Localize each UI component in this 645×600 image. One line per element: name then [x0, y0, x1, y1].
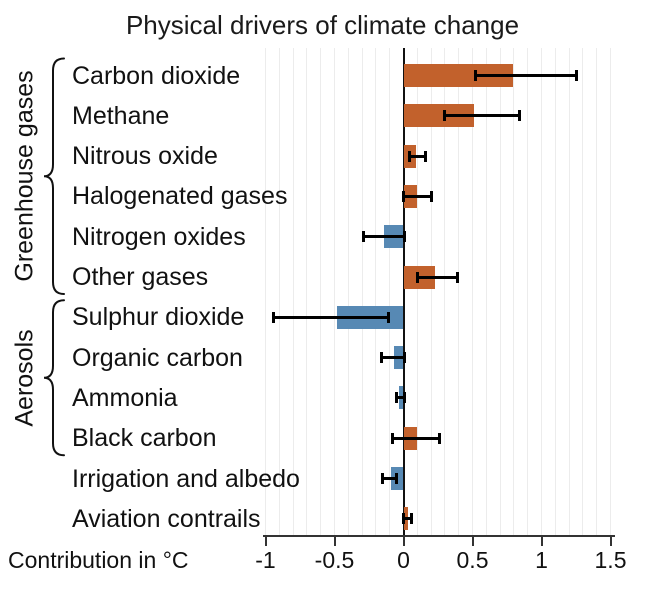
gridline	[306, 48, 308, 535]
error-cap-low-organic-carbon	[379, 352, 383, 364]
group-brace-greenhouse-gases	[43, 57, 65, 295]
row-label-other-gases: Other gases	[72, 263, 209, 291]
error-bar-ammonia	[396, 396, 405, 400]
row-label-methane: Methane	[72, 101, 170, 130]
x-tick	[471, 537, 474, 546]
error-cap-high-carbon-dioxide	[574, 70, 578, 81]
error-bar-carbon-dioxide	[475, 74, 576, 77]
gridline	[292, 48, 294, 535]
error-cap-low-sulphur-dioxide	[272, 311, 276, 323]
row-label-nitrous-oxide: Nitrous oxide	[72, 142, 218, 171]
error-cap-high-irrigation-and-albedo	[395, 473, 399, 484]
group-label-aerosols: Aerosols	[10, 329, 39, 427]
row-label-organic-carbon: Organic carbon	[72, 343, 243, 372]
x-tick	[264, 537, 267, 546]
row-label-ammonia: Ammonia	[72, 383, 178, 412]
chart-title: Physical drivers of climate change	[125, 10, 520, 40]
error-bar-nitrogen-oxides	[363, 235, 405, 239]
error-bar-irrigation-and-albedo	[382, 477, 397, 480]
error-cap-low-ammonia	[395, 392, 399, 404]
error-bar-sulphur-dioxide	[273, 315, 389, 319]
gridline	[554, 48, 556, 535]
x-tick-label: -1	[255, 547, 276, 573]
group-label-greenhouse-gases: Greenhouse gases	[10, 70, 39, 282]
group-brace-aerosols	[43, 299, 65, 457]
error-cap-low-other-gases	[415, 271, 419, 283]
error-cap-low-halogenated-gases	[402, 190, 405, 202]
gridline	[527, 48, 529, 535]
error-cap-high-aviation-contrails	[410, 513, 414, 525]
gridline	[472, 48, 473, 535]
gridline	[458, 48, 460, 535]
gridline	[582, 48, 584, 535]
x-tick-label: 0	[397, 547, 410, 573]
error-bar-other-gases	[417, 275, 458, 279]
x-tick	[609, 537, 612, 546]
error-cap-low-nitrogen-oxides	[361, 231, 365, 243]
error-cap-low-carbon-dioxide	[473, 70, 477, 81]
error-bar-nitrous-oxide	[409, 154, 426, 158]
error-cap-high-nitrogen-oxides	[403, 231, 407, 243]
row-label-nitrogen-oxides: Nitrogen oxides	[72, 222, 246, 251]
x-tick-label: 1.5	[594, 547, 627, 573]
x-tick	[540, 537, 543, 546]
gridline	[513, 48, 515, 535]
x-tick-label: 1	[535, 547, 548, 573]
gridline	[265, 48, 266, 535]
row-label-halogenated-gases: Halogenated gases	[72, 182, 288, 211]
error-bar-halogenated-gases	[403, 194, 432, 198]
row-label-black-carbon: Black carbon	[72, 424, 217, 453]
gridline	[320, 48, 322, 535]
x-tick-label: -0.5	[314, 547, 355, 573]
error-cap-high-halogenated-gases	[429, 190, 433, 202]
error-cap-high-ammonia	[403, 392, 407, 404]
gridline	[596, 48, 598, 535]
x-tick	[402, 537, 405, 546]
row-label-carbon-dioxide: Carbon dioxide	[72, 61, 241, 90]
row-label-aviation-contrails: Aviation contrails	[72, 504, 261, 533]
gridline	[610, 48, 611, 535]
error-cap-low-black-carbon	[390, 432, 394, 444]
gridline	[541, 48, 542, 535]
x-axis-title: Contribution in °C	[8, 547, 189, 573]
error-cap-low-aviation-contrails	[402, 513, 405, 525]
error-cap-high-other-gases	[455, 271, 459, 283]
x-axis-line	[263, 535, 615, 537]
error-bar-aviation-contrails	[403, 517, 412, 521]
error-cap-low-irrigation-and-albedo	[381, 473, 385, 484]
gridline	[444, 48, 446, 535]
gridline	[499, 48, 501, 535]
error-cap-high-methane	[517, 110, 521, 122]
error-cap-high-nitrous-oxide	[424, 150, 428, 162]
gridline	[375, 48, 377, 535]
row-label-irrigation-and-albedo: Irrigation and albedo	[72, 464, 300, 493]
bar-carbon-dioxide	[403, 64, 513, 87]
zero-line	[402, 48, 405, 535]
x-tick-label: 0.5	[456, 547, 489, 573]
gridline	[278, 48, 280, 535]
error-cap-high-organic-carbon	[403, 352, 407, 364]
error-bar-organic-carbon	[381, 356, 405, 360]
gridline	[389, 48, 391, 535]
error-cap-high-sulphur-dioxide	[386, 311, 390, 323]
row-label-sulphur-dioxide: Sulphur dioxide	[72, 303, 245, 332]
gridline	[347, 48, 349, 535]
gridline	[416, 48, 418, 535]
error-cap-low-methane	[443, 110, 447, 122]
gridline	[334, 48, 335, 535]
bar-methane	[403, 104, 474, 128]
gridline	[485, 48, 487, 535]
gridline	[568, 48, 570, 535]
error-bar-black-carbon	[392, 436, 440, 440]
error-cap-low-nitrous-oxide	[407, 150, 411, 162]
error-bar-methane	[444, 114, 520, 118]
gridline	[430, 48, 432, 535]
error-cap-high-black-carbon	[437, 432, 441, 444]
x-tick	[333, 537, 336, 546]
gridline	[361, 48, 363, 535]
